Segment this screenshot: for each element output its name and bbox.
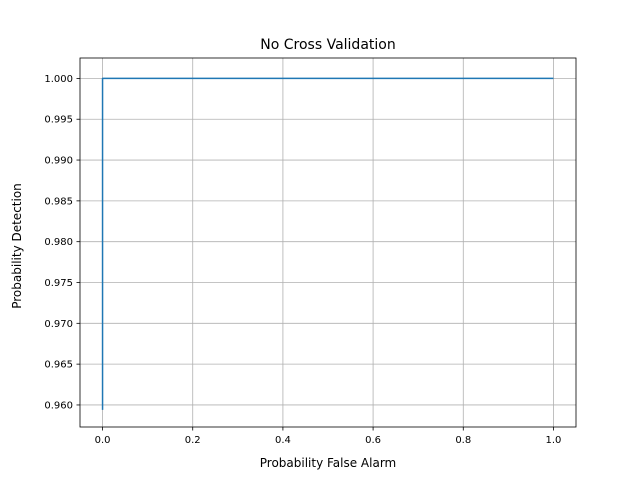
- y-tick-label: 1.000: [44, 74, 73, 85]
- y-tick-label: 0.960: [44, 400, 73, 411]
- x-tick-label: 0.6: [365, 435, 381, 446]
- x-tick-label: 0.8: [455, 435, 471, 446]
- y-tick-label: 0.990: [44, 156, 73, 167]
- y-tick-label: 0.995: [44, 115, 73, 126]
- chart-title: No Cross Validation: [260, 37, 395, 53]
- y-tick-label: 0.985: [44, 196, 73, 207]
- axes-frame: [79, 57, 577, 428]
- y-tick-label: 0.970: [44, 319, 73, 330]
- y-tick-label: 0.965: [44, 360, 73, 371]
- y-axis-label: Probability Detection: [10, 183, 24, 309]
- x-tick-label: 0.4: [275, 435, 291, 446]
- plot-series: [101, 77, 554, 410]
- y-tick-label: 0.975: [44, 278, 73, 289]
- x-tick-label: 1.0: [546, 435, 562, 446]
- x-tick-label: 0.2: [185, 435, 201, 446]
- x-axis-ticks: 0.0 0.2 0.4 0.6 0.8 1.0: [95, 427, 562, 446]
- plot-frame: [79, 57, 577, 428]
- y-axis-ticks: 0.960 0.965 0.970 0.975 0.980 0.985 0.990 0.995…: [44, 74, 80, 411]
- grid-lines: [80, 58, 576, 427]
- roc-curve-line: [101, 77, 554, 410]
- x-tick-label: 0.0: [95, 435, 111, 446]
- y-tick-label: 0.980: [44, 237, 73, 248]
- x-axis-label: Probability False Alarm: [260, 456, 397, 470]
